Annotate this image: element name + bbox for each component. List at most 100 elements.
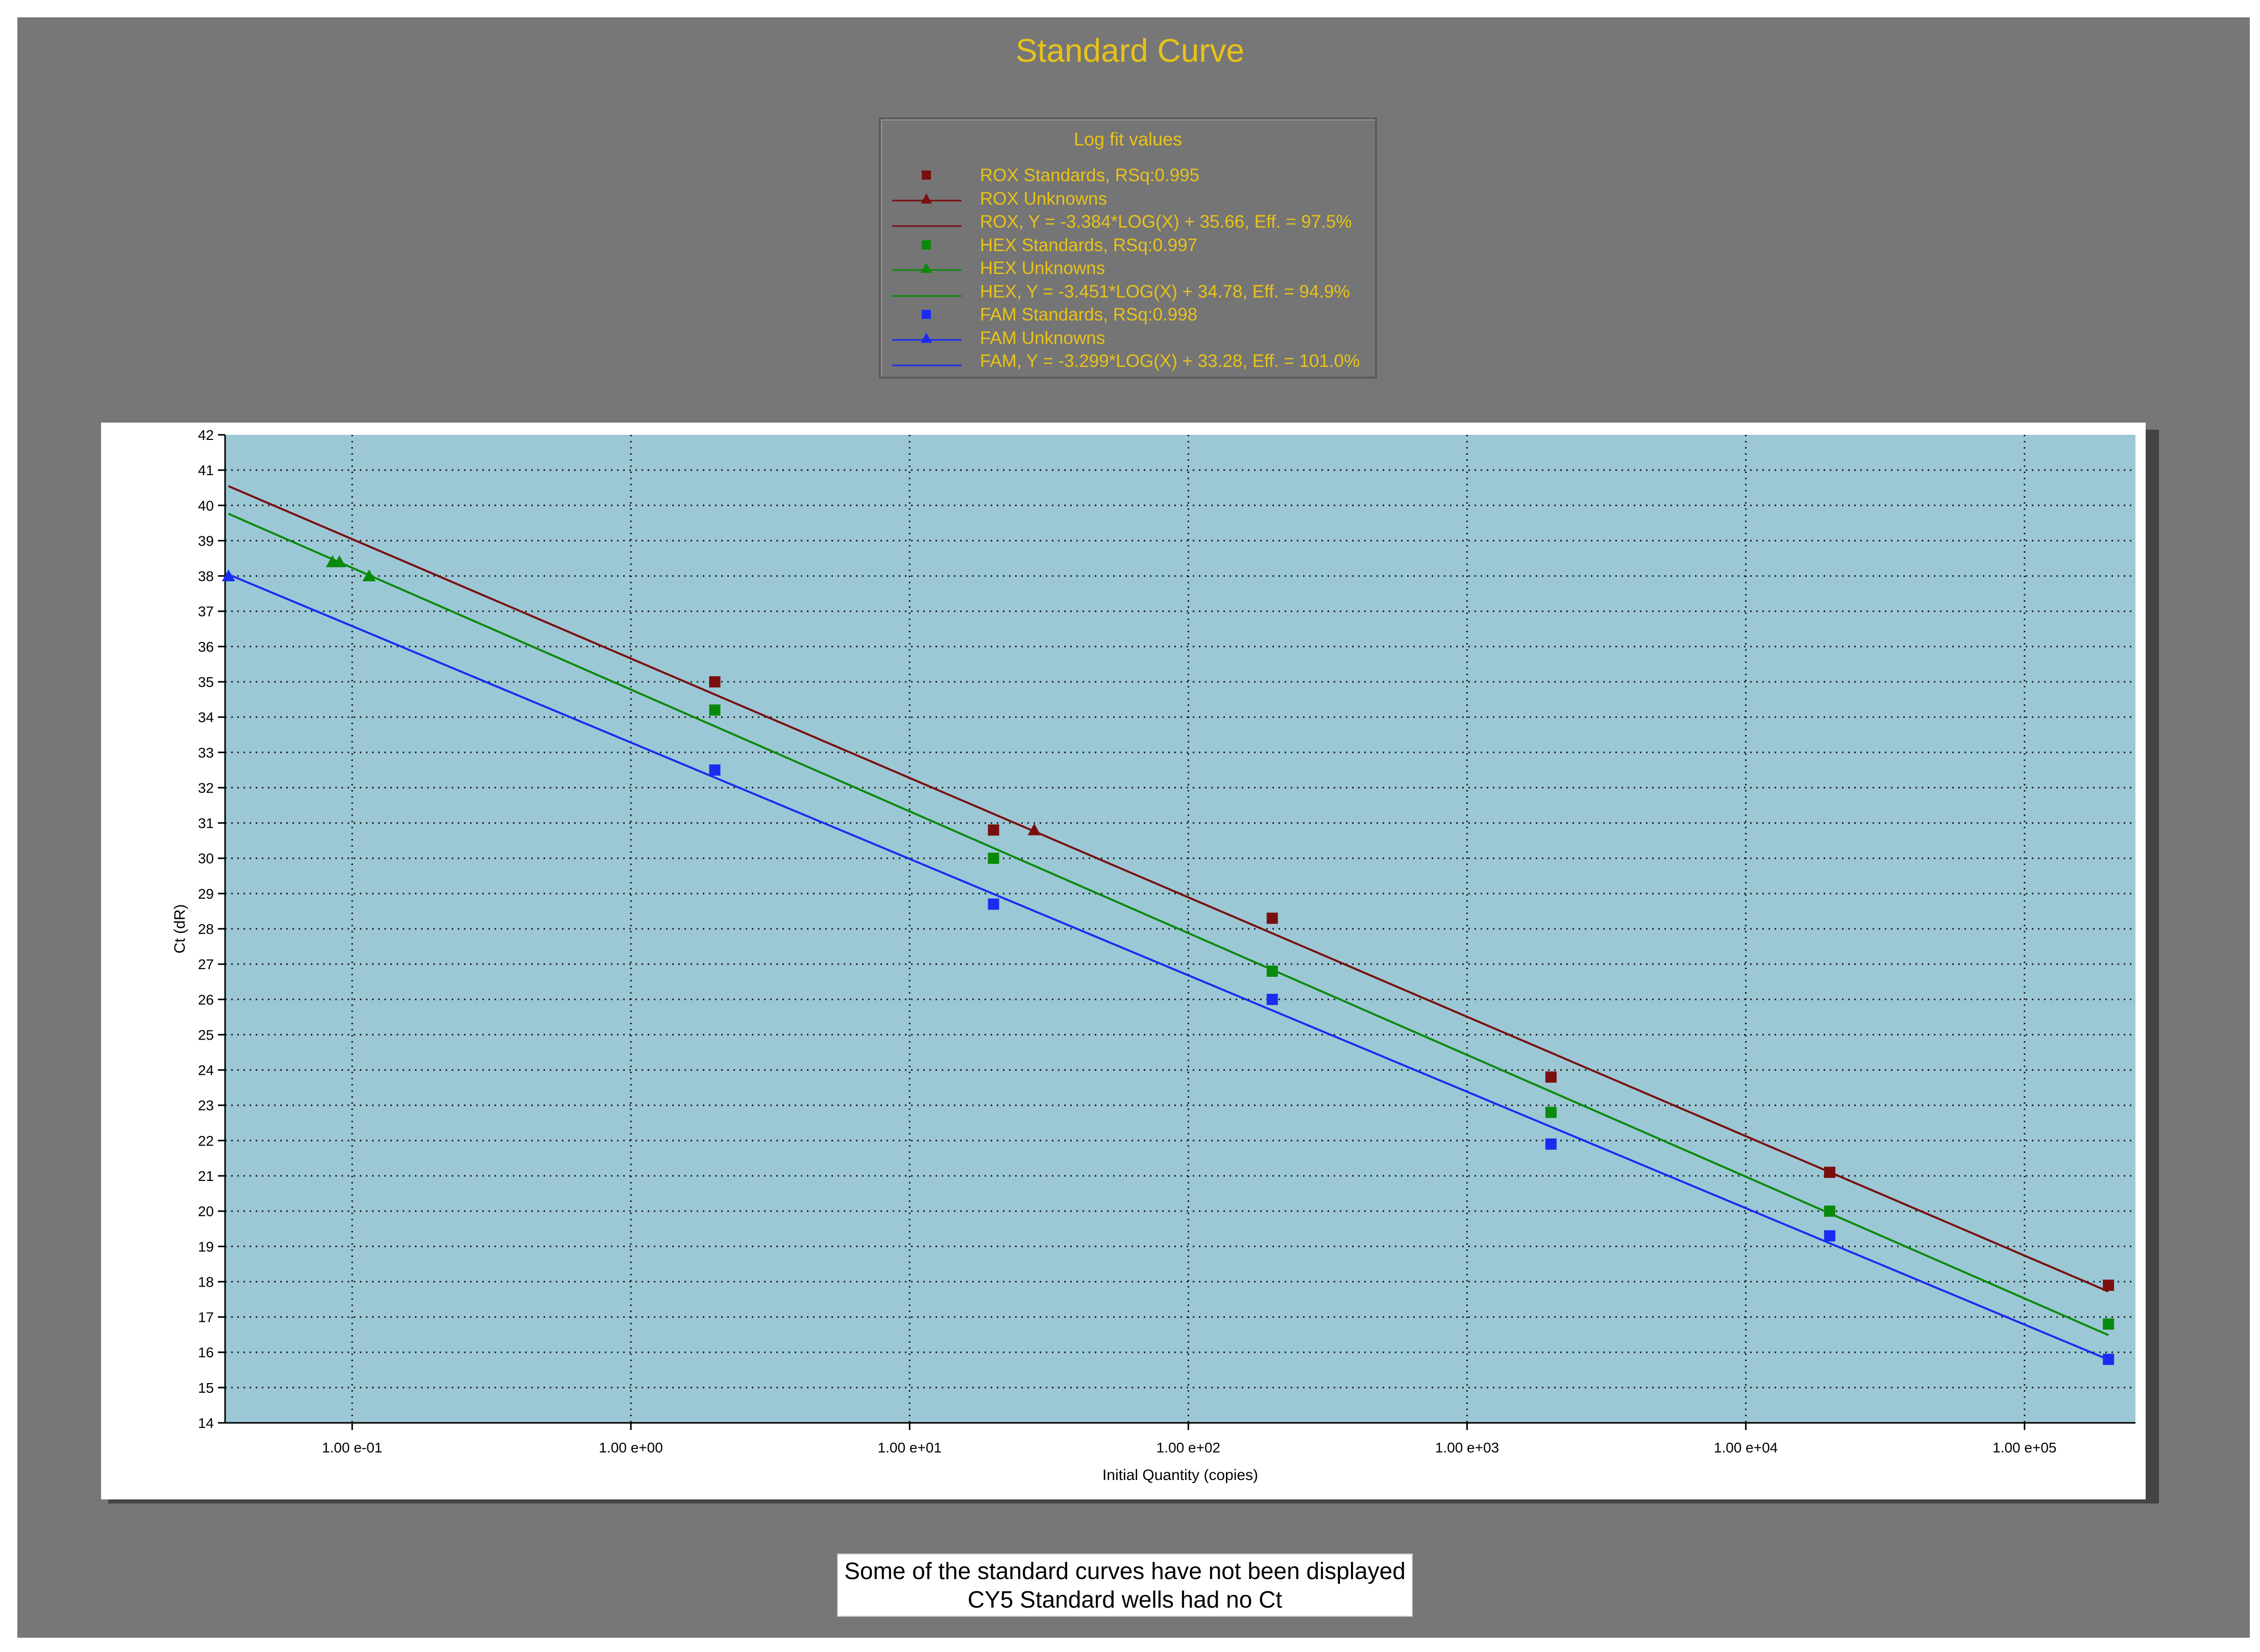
legend-entry: FAM Unknowns xyxy=(881,327,1375,350)
notice-line-1: Some of the standard curves have not bee… xyxy=(844,1558,1406,1584)
y-tick-label: 23 xyxy=(198,1098,214,1114)
hex-standards-point xyxy=(1824,1205,1835,1217)
legend-label: HEX Unknowns xyxy=(980,258,1106,278)
fam-standards-point xyxy=(1824,1230,1835,1242)
legend-symbol xyxy=(892,263,962,273)
legend-square-marker xyxy=(922,240,931,250)
x-tick-label: 1.00 e-01 xyxy=(322,1440,382,1456)
legend-entry: HEX Standards, RSq:0.997 xyxy=(881,234,1375,257)
y-tick-label: 20 xyxy=(198,1203,214,1219)
hex-standards-point xyxy=(1545,1106,1557,1118)
y-tick-label: 27 xyxy=(198,956,214,972)
y-tick-label: 21 xyxy=(198,1168,214,1184)
y-tick-label: 40 xyxy=(198,498,214,513)
y-tick-label: 17 xyxy=(198,1310,214,1325)
y-tick-label: 24 xyxy=(198,1063,214,1078)
fam-standards-point xyxy=(709,764,721,776)
legend-label: HEX, Y = -3.451*LOG(X) + 34.78, Eff. = 9… xyxy=(980,281,1350,302)
plot-area: 14 15 16 17 18 19 20 21 22 23 24 25 26 27 28 29 30 31 32 33… xyxy=(171,427,2135,1484)
legend-label: ROX, Y = -3.384*LOG(X) + 35.66, Eff. = 9… xyxy=(980,212,1352,232)
x-axis-label: Initial Quantity (copies) xyxy=(1102,1467,1258,1484)
y-tick-label: 36 xyxy=(198,639,214,655)
legend-entry: HEX Unknowns xyxy=(881,257,1375,280)
fam-standards-point xyxy=(988,898,999,910)
x-tick-label: 1.00 e+02 xyxy=(1157,1440,1220,1456)
legend-entry: ROX Standards, RSq:0.995 xyxy=(881,164,1375,187)
legend-label: ROX Standards, RSq:0.995 xyxy=(980,165,1199,185)
y-tick-label: 33 xyxy=(198,745,214,760)
fam-unknowns-point xyxy=(222,569,235,581)
legend-symbol xyxy=(922,170,931,180)
y-tick-label: 37 xyxy=(198,604,214,620)
fam-standards-point xyxy=(1266,994,1278,1005)
legend-square-marker xyxy=(922,170,931,180)
y-tick-label: 29 xyxy=(198,886,214,902)
legend-entry: FAM, Y = -3.299*LOG(X) + 33.28, Eff. = 1… xyxy=(881,350,1375,373)
legend-label: FAM Standards, RSq:0.998 xyxy=(980,305,1198,325)
legend-entry: ROX, Y = -3.384*LOG(X) + 35.66, Eff. = 9… xyxy=(881,211,1375,233)
chart-panel: 14 15 16 17 18 19 20 21 22 23 24 25 26 27 28 29 30 31 32 33… xyxy=(101,423,2146,1499)
y-tick-label: 38 xyxy=(198,569,214,584)
x-tick-label: 1.00 e+00 xyxy=(599,1440,662,1456)
y-tick-label: 16 xyxy=(198,1345,214,1361)
y-tick-label: 28 xyxy=(198,921,214,937)
notice-line-2: CY5 Standard wells had no Ct xyxy=(967,1586,1283,1613)
y-tick-label: 31 xyxy=(198,816,214,831)
hex-fit-line xyxy=(228,512,2109,1336)
hex-standards-point xyxy=(709,704,721,716)
y-tick-label: 14 xyxy=(198,1415,214,1431)
legend-symbol xyxy=(892,364,962,366)
x-tick-label: 1.00 e+03 xyxy=(1435,1440,1499,1456)
y-tick-label: 26 xyxy=(198,992,214,1007)
hex-standards-point xyxy=(1266,965,1278,977)
y-axis-label: Ct (dR) xyxy=(171,904,188,954)
rox-fit-line xyxy=(228,485,2109,1293)
rox-unknowns-point xyxy=(1027,823,1041,835)
legend-triangle-marker xyxy=(921,332,932,343)
legend-title: Log fit values xyxy=(1073,129,1183,150)
y-tick-label: 34 xyxy=(198,709,214,725)
legend-label: ROX Unknowns xyxy=(980,188,1107,209)
legend-triangle-marker xyxy=(921,263,932,273)
notice-box: Some of the standard curves have not bee… xyxy=(837,1554,1413,1617)
legend-symbol xyxy=(892,295,962,297)
rox-standards-point xyxy=(2103,1279,2115,1291)
legend-symbol xyxy=(922,310,931,319)
legend-entry: FAM Standards, RSq:0.998 xyxy=(881,304,1375,326)
rox-standards-point xyxy=(1266,913,1278,924)
y-tick-label: 18 xyxy=(198,1274,214,1290)
x-tick-label: 1.00 e+04 xyxy=(1714,1440,1778,1456)
fam-standards-point xyxy=(2103,1353,2115,1365)
y-tick-label: 32 xyxy=(198,780,214,796)
hex-unknowns-point xyxy=(362,569,376,581)
x-tick-label: 1.00 e+05 xyxy=(1993,1440,2056,1456)
legend-label: FAM, Y = -3.299*LOG(X) + 33.28, Eff. = 1… xyxy=(980,351,1360,371)
legend-entry: ROX Unknowns xyxy=(881,188,1375,210)
legend: Log fit values ROX Standards, RSq:0.995 R… xyxy=(879,117,1377,379)
legend-triangle-marker xyxy=(921,193,932,204)
legend-entry: HEX, Y = -3.451*LOG(X) + 34.78, Eff. = 9… xyxy=(881,281,1375,303)
hex-standards-point xyxy=(988,852,999,864)
rox-standards-point xyxy=(709,676,721,687)
fam-standards-point xyxy=(1545,1138,1557,1150)
y-tick-label: 25 xyxy=(198,1027,214,1043)
y-tick-label: 22 xyxy=(198,1133,214,1149)
y-tick-label: 39 xyxy=(198,533,214,549)
legend-symbol xyxy=(892,193,962,204)
legend-symbol xyxy=(922,240,931,250)
hex-unknowns-point xyxy=(333,555,347,568)
legend-symbol xyxy=(892,332,962,343)
y-tick-label: 41 xyxy=(198,462,214,478)
chart-title: Standard Curve xyxy=(1015,32,1245,69)
legend-square-marker xyxy=(922,310,931,319)
legend-symbol xyxy=(892,225,962,227)
rox-standards-point xyxy=(988,824,999,836)
y-tick-label: 15 xyxy=(198,1380,214,1396)
x-tick-label: 1.00 e+01 xyxy=(878,1440,942,1456)
y-tick-label: 35 xyxy=(198,674,214,690)
legend-label: HEX Standards, RSq:0.997 xyxy=(980,235,1198,255)
hex-standards-point xyxy=(2103,1318,2115,1330)
rox-standards-point xyxy=(1824,1167,1835,1178)
fam-fit-line xyxy=(228,573,2109,1361)
y-tick-label: 30 xyxy=(198,851,214,867)
